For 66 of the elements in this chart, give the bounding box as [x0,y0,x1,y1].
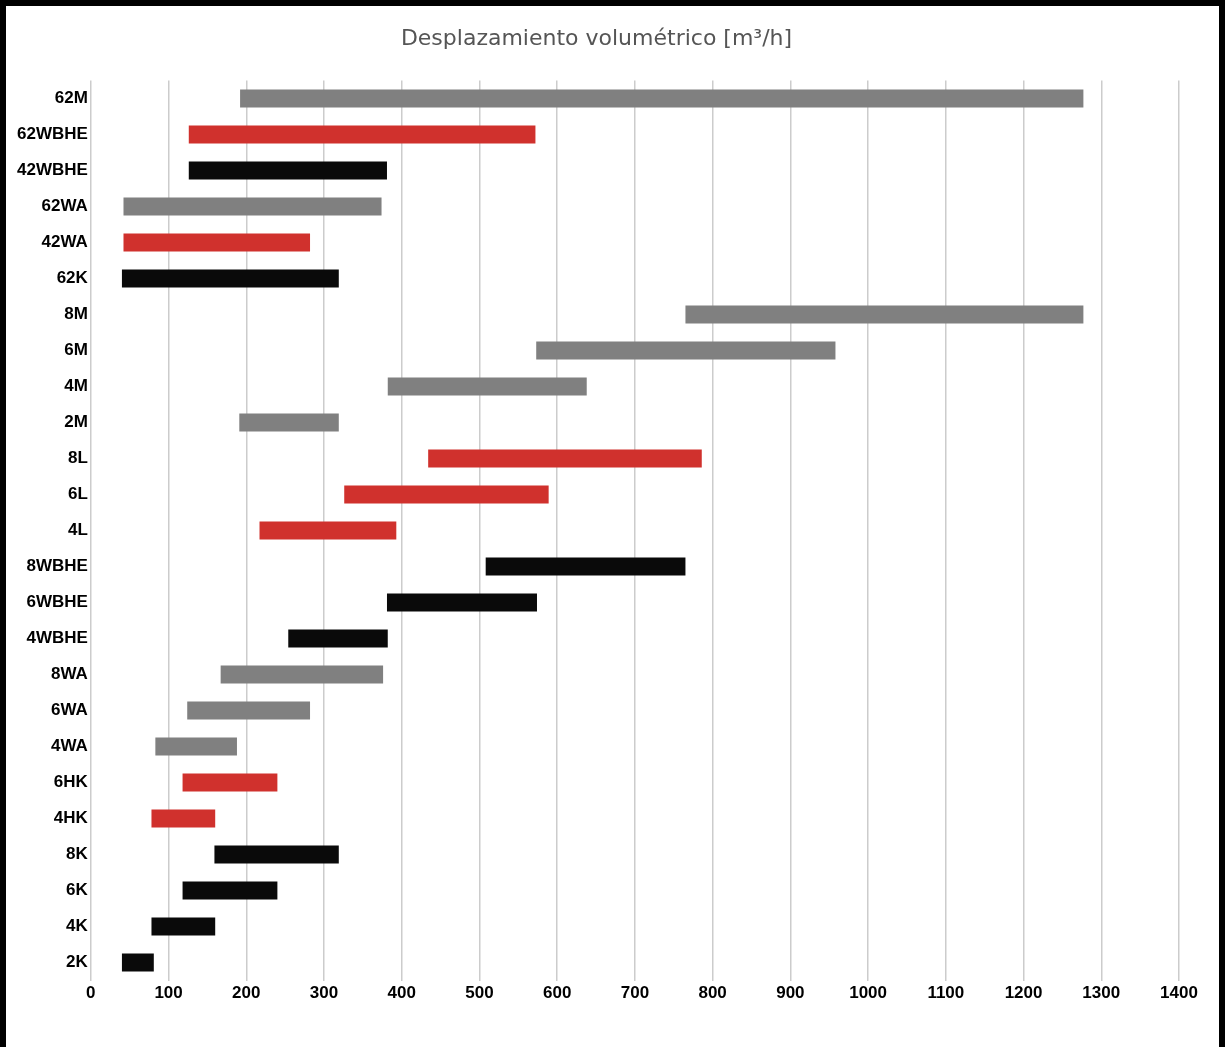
y-tick-label: 6K [66,880,89,900]
y-tick-label: 4L [68,520,88,540]
x-tick-label: 800 [698,983,727,1003]
x-tick-label: 1000 [849,983,888,1003]
x-tick-label: 200 [232,983,261,1003]
y-tick-label: 8WA [51,664,88,684]
x-tick-label: 900 [776,983,805,1003]
y-tick-label: 4M [64,376,88,396]
bar [182,773,278,792]
y-tick-label: 62K [56,268,89,288]
bar [123,233,311,252]
bar [187,701,311,720]
x-tick-label: 300 [309,983,339,1003]
y-tick-label: 4HK [53,808,89,828]
y-tick-label: 6WBHE [26,592,88,612]
bar [485,557,686,576]
x-tick-label: 1300 [1082,983,1121,1003]
bar [386,593,537,612]
x-tick-label: 1200 [1004,983,1043,1003]
y-tick-label: 62M [54,88,88,108]
x-tick-label: 500 [465,983,494,1003]
y-tick-label: 8WBHE [26,556,88,576]
y-tick-label: 4WBHE [26,628,88,648]
x-tick-label: 600 [543,983,572,1003]
bar [240,89,1084,108]
bar [387,377,587,396]
bar [288,629,388,648]
y-tick-label: 8L [68,448,88,468]
y-tick-label: 4K [66,916,89,936]
chart-title: Desplazamiento volumétrico [m³/h] [400,24,793,50]
bar [344,485,549,504]
bar [220,665,384,684]
bar [182,881,278,900]
bar [151,917,216,936]
bar [123,197,382,216]
x-tick-label: 0 [86,983,96,1003]
y-tick-label: 6L [68,484,88,504]
bar [155,737,237,756]
bar [188,161,387,180]
y-tick-label: 62WA [41,196,88,216]
y-tick-label: 8K [66,844,89,864]
bar [121,953,154,972]
bar [121,269,339,288]
y-tick-label: 42WBHE [16,160,88,180]
bar [188,125,536,144]
x-tick-label: 1100 [927,983,965,1003]
x-tick-label: 100 [154,983,183,1003]
bar [214,845,339,864]
bar [536,341,836,360]
x-tick-label: 700 [620,983,650,1003]
y-tick-label: 6M [64,340,88,360]
bar [428,449,702,468]
x-tick-label: 1400 [1160,983,1198,1003]
bar [259,521,397,540]
bar [239,413,339,432]
y-tick-label: 8M [64,304,88,324]
y-tick-label: 42WA [41,232,88,252]
y-tick-label: 6WA [51,700,88,720]
y-tick-label: 2K [66,952,89,972]
bar [151,809,216,828]
x-tick-label: 400 [387,983,416,1003]
y-tick-label: 62WBHE [16,124,88,144]
y-tick-label: 6HK [53,772,89,792]
y-tick-label: 2M [64,412,88,432]
y-tick-label: 4WA [51,736,88,756]
bar [685,305,1084,324]
